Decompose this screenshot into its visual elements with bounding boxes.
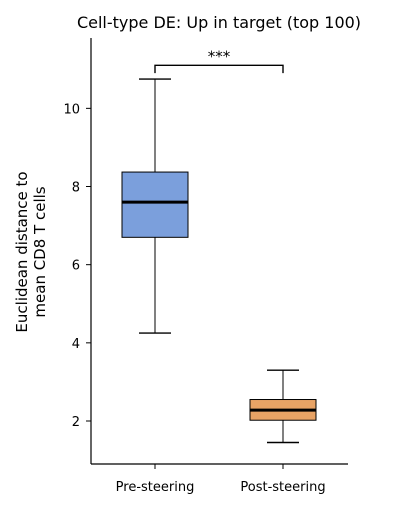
- y-axis-label-line-2: mean CD8 T cells: [31, 186, 49, 317]
- box-pre-steering: [121, 171, 189, 238]
- x-tick-label: Post-steering: [240, 480, 325, 495]
- y-tick-label: 10: [63, 102, 80, 117]
- plot-area: 2 4 6 8 10 Pre-steering Post-steering ***: [63, 38, 348, 495]
- y-axis-label-line-1: Euclidean distance to: [13, 171, 31, 332]
- y-tick-label: 2: [72, 415, 80, 430]
- x-tick-label: Pre-steering: [116, 480, 195, 495]
- y-tick-label: 4: [72, 337, 80, 352]
- significance-label: ***: [208, 47, 231, 65]
- y-tick-label: 6: [72, 259, 80, 274]
- y-tick-label: 8: [72, 181, 80, 196]
- chart-title: Cell-type DE: Up in target (top 100): [77, 13, 361, 32]
- significance-bracket: [154, 64, 284, 74]
- y-axis-label: Euclidean distance to mean CD8 T cells: [13, 171, 49, 332]
